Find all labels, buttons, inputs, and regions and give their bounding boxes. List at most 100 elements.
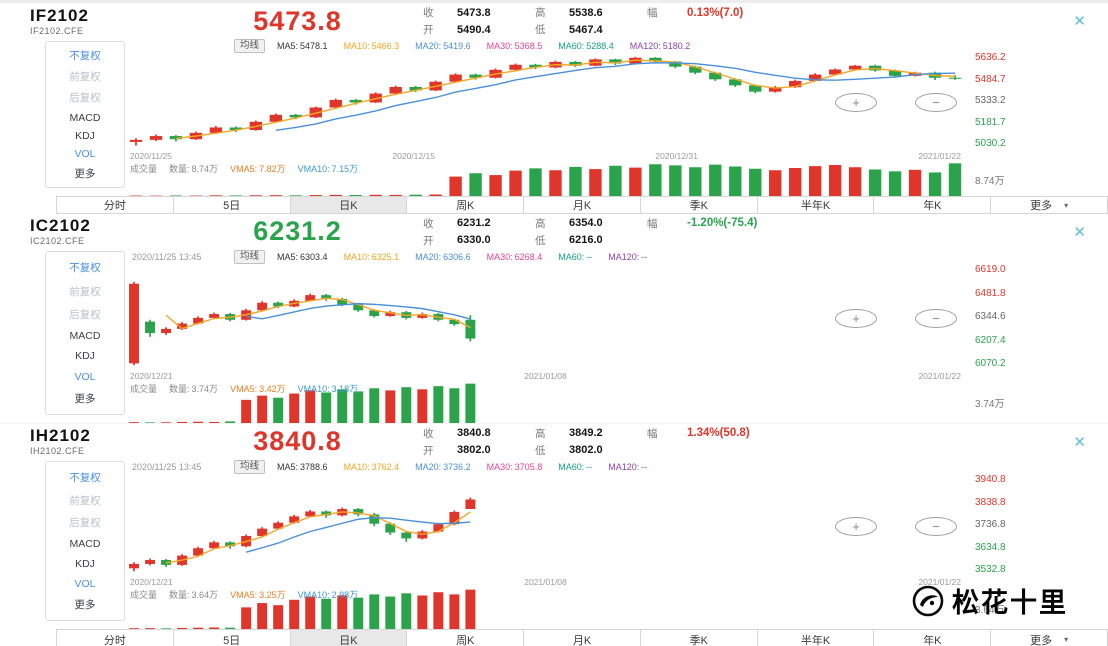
tab-5day[interactable]: 5日 — [174, 197, 291, 213]
ma-legend-item: MA20: 3736.2 — [415, 462, 471, 472]
price-axis: 6619.0 6481.8 6344.6 6207.4 6070.2 — [975, 265, 1108, 369]
vma10-legend: VMA10: 3.18万 — [298, 382, 359, 395]
tab-year-k[interactable]: 年K — [874, 630, 992, 646]
ma-legend-items: MA5: 3788.6 MA10: 3762.4 MA20: 3736.2 MA30: 370… — [277, 462, 647, 472]
ma-legend-label: MA10: — [343, 462, 370, 472]
vma5-label: VMA5: — [230, 590, 258, 600]
price-axis-label: 3838.8 — [975, 496, 1006, 508]
zoom-in-button[interactable]: + — [835, 308, 877, 328]
zoom-out-button[interactable]: − — [915, 517, 957, 536]
sidebar-item-no-adjust[interactable]: 不复权 — [69, 262, 101, 275]
ma-legend-item: MA60: -- — [558, 462, 592, 472]
zoom-in-button[interactable]: + — [835, 93, 877, 113]
panel-header: IF2102 IF2102.CFE 5473.8 收 5473.8 高 5538… — [0, 3, 1108, 39]
tab-quarterly-k[interactable]: 季K — [641, 630, 758, 646]
sidebar-item-more[interactable]: 更多 — [74, 392, 96, 405]
vma10-value: 7.15万 — [331, 164, 359, 174]
sidebar-item-backward-adjust[interactable]: 后复权 — [69, 517, 101, 530]
sidebar-item-no-adjust[interactable]: 不复权 — [69, 471, 101, 484]
tab-weekly-k[interactable]: 周K — [407, 630, 525, 646]
close-panel-icon[interactable]: ✕ — [1073, 13, 1086, 30]
zoom-out-button[interactable]: − — [915, 308, 957, 328]
stat-high-label: 高 — [535, 427, 546, 440]
tab-half-year-k[interactable]: 半年K — [758, 197, 875, 213]
stat-change-label: 幅 — [647, 427, 658, 440]
ma-legend-label: MA30: — [486, 252, 513, 262]
sidebar-item-kdj[interactable]: KDJ — [75, 350, 95, 363]
tab-more[interactable]: 更多 ▾ — [991, 197, 1108, 213]
sidebar-item-forward-adjust[interactable]: 前复权 — [69, 285, 101, 298]
contract-subtitle: IH2102.CFE — [30, 446, 85, 456]
close-panel-icon[interactable]: ✕ — [1073, 223, 1086, 241]
volume-chart[interactable]: 成交量 数量: 3.64万 VMA5: 3.25万 VMA10: 2.98万 — [126, 588, 965, 629]
sidebar-item-kdj[interactable]: KDJ — [75, 557, 95, 570]
tab-weekly-k[interactable]: 周K — [407, 197, 525, 213]
sidebar-item-no-adjust[interactable]: 不复权 — [69, 50, 101, 63]
sidebar-item-more[interactable]: 更多 — [74, 167, 96, 180]
tab-label: 更多 — [1030, 200, 1053, 212]
sidebar-item-kdj[interactable]: KDJ — [75, 129, 95, 142]
candlestick-chart[interactable]: + − — [126, 53, 965, 149]
date-axis-label: 2020/12/21 — [130, 370, 173, 381]
volume-legend-title: 成交量 — [130, 384, 158, 394]
tab-label: 5日 — [223, 200, 241, 212]
tab-label: 年K — [923, 200, 942, 212]
price-axis-label: 3634.8 — [975, 541, 1006, 553]
ma-settings-button[interactable]: 均线 — [234, 460, 266, 474]
panel-header: IH2102 IH2102.CFE 3840.8 收 3840.8 高 3849… — [0, 424, 1108, 459]
sidebar-item-more[interactable]: 更多 — [74, 599, 96, 612]
tab-more[interactable]: 更多 ▾ — [991, 630, 1108, 646]
tab-minute[interactable]: 分时 — [57, 197, 174, 213]
ma-legend-item: MA20: 6306.6 — [415, 252, 471, 262]
price-axis-column: 3940.8 3838.8 3736.8 3634.8 3532.8 3.64万 — [965, 459, 1108, 629]
volume-chart[interactable]: 成交量 数量: 3.74万 VMA5: 3.42万 VMA10: 3.18万 — [126, 382, 965, 423]
indicator-sidebar: 不复权前复权后复权 MACD KDJ VOL 更多 — [45, 461, 125, 621]
date-axis-label: 2020/12/21 — [130, 576, 173, 587]
sidebar-item-macd[interactable]: MACD — [69, 330, 101, 342]
ma-legend-label: MA20: — [415, 462, 442, 472]
tab-year-k[interactable]: 年K — [874, 197, 992, 213]
contract-code: IF2102 — [30, 5, 89, 25]
sidebar-item-vol[interactable]: VOL — [74, 577, 96, 590]
volume-chart[interactable]: 成交量 数量: 8.74万 VMA5: 7.82万 VMA10: 7.15万 — [126, 162, 965, 196]
ma-legend-item: MA120: -- — [608, 462, 647, 472]
sidebar-item-forward-adjust[interactable]: 前复权 — [69, 71, 101, 84]
tab-quarterly-k[interactable]: 季K — [641, 197, 758, 213]
sidebar-item-macd[interactable]: MACD — [69, 538, 101, 550]
sidebar-item-backward-adjust[interactable]: 后复权 — [69, 308, 101, 321]
tab-monthly-k[interactable]: 月K — [524, 197, 641, 213]
ma-legend-label: MA60: — [558, 41, 585, 51]
tab-5day[interactable]: 5日 — [174, 630, 291, 646]
tab-daily-k[interactable]: 日K — [290, 197, 408, 213]
zoom-out-button[interactable]: − — [915, 93, 957, 113]
ma-legend-label: MA5: — [277, 462, 299, 472]
plot-column: 2020/11/25 13:45 均线 MA5: 6303.4 MA10: 6325.… — [126, 249, 965, 423]
tab-monthly-k[interactable]: 月K — [524, 630, 641, 646]
volume-qty-label: 数量: — [169, 164, 190, 174]
candlestick-chart[interactable]: + − — [126, 475, 965, 575]
sidebar-item-vol[interactable]: VOL — [74, 370, 96, 383]
sidebar-column: 不复权前复权后复权 MACD KDJ VOL 更多 — [0, 459, 126, 629]
crosshair-datetime: 2020/11/25 13:45 — [132, 462, 202, 472]
price-axis-label: 6207.4 — [975, 334, 1006, 346]
close-panel-icon[interactable]: ✕ — [1073, 433, 1086, 451]
sidebar-item-macd[interactable]: MACD — [69, 111, 101, 124]
chart-region: 不复权 前复权 后复权 MACD KDJ VOL 更多 均线 MA5: 5478.1 MA10:… — [0, 39, 1108, 196]
tab-daily-k[interactable]: 日K — [290, 630, 408, 646]
vma10-label: VMA10: — [297, 384, 330, 394]
sidebar-item-vol[interactable]: VOL — [74, 147, 96, 160]
chevron-down-icon: ▾ — [1064, 635, 1069, 644]
tab-minute[interactable]: 分时 — [57, 630, 174, 646]
price-axis-label: 5181.7 — [975, 116, 1006, 128]
ma-settings-button[interactable]: 均线 — [234, 250, 266, 264]
candlestick-chart[interactable]: + − — [126, 265, 965, 369]
price-axis-column: 5636.2 5484.7 5333.2 5181.7 5030.2 8.74万 — [965, 39, 1108, 196]
sidebar-item-backward-adjust[interactable]: 后复权 — [69, 92, 101, 105]
sidebar-item-forward-adjust[interactable]: 前复权 — [69, 494, 101, 507]
date-axis-label: 2021/01/22 — [918, 370, 961, 381]
tab-half-year-k[interactable]: 半年K — [758, 630, 875, 646]
ma-settings-button[interactable]: 均线 — [234, 39, 266, 53]
price-axis-label: 6070.2 — [975, 358, 1006, 369]
zoom-in-button[interactable]: + — [835, 517, 877, 536]
stat-open-value: 5490.4 — [457, 23, 491, 36]
